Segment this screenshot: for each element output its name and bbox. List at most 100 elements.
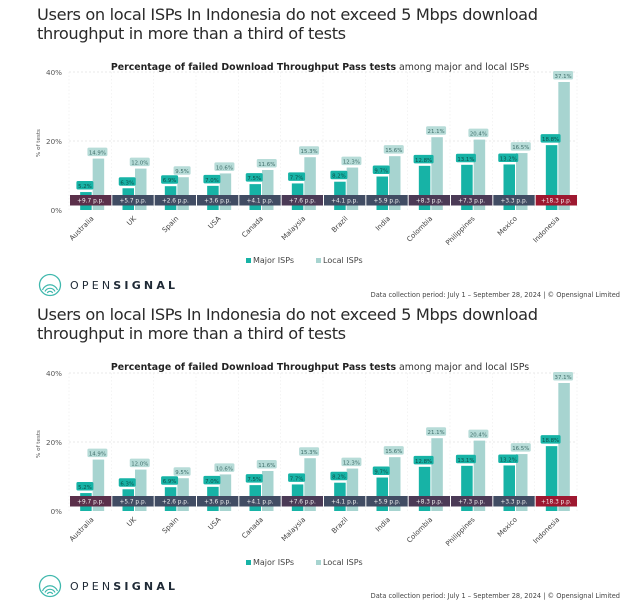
diff-cell-colombia: [408, 195, 450, 206]
diff-label: +4.1 p.p.: [331, 500, 358, 506]
diff-label: +5.7 p.p.: [120, 199, 147, 205]
data-collection-footer: Data collection period: July 1 – Septemb…: [370, 592, 620, 600]
data-label-bg-major: [413, 154, 434, 164]
opensignal-logo-icon: [38, 273, 62, 297]
data-label-major: 5.2%: [78, 184, 92, 190]
data-label-local: 12.0%: [131, 462, 148, 468]
bar-local-canada: [262, 169, 274, 210]
data-label-bg-major: [118, 177, 136, 186]
data-label-bg-major: [372, 165, 390, 175]
x-tick-label: Mexico: [496, 215, 519, 238]
x-tick-label: India: [374, 516, 392, 534]
data-label-local: 20.4%: [470, 433, 487, 439]
bar-local-usa: [219, 173, 232, 210]
data-label-local: 12.0%: [131, 161, 148, 167]
data-label-bg-local: [173, 166, 191, 175]
data-label-major: 18.8%: [542, 438, 559, 444]
data-label-local: 11.6%: [258, 162, 275, 168]
data-label-bg-local: [341, 457, 362, 467]
bar-local-india: [389, 156, 401, 210]
data-label-bg-local: [87, 448, 108, 458]
data-label-bg-local: [341, 156, 362, 166]
diff-label: +2.6 p.p.: [162, 500, 189, 506]
diff-cell-mexico: [493, 496, 535, 507]
diff-cell-indonesia: [535, 195, 577, 206]
data-label-local: 15.6%: [385, 148, 402, 154]
bar-local-uk: [135, 469, 147, 511]
x-tick-label: Spain: [161, 215, 180, 234]
bar-local-brazil: [346, 468, 359, 511]
x-tick-label: Australia: [68, 215, 96, 243]
x-tick-label: Canada: [240, 215, 264, 239]
data-label-bg-major: [330, 170, 348, 180]
y-tick-label: 20%: [46, 438, 62, 447]
data-label-major: 8.2%: [332, 174, 346, 180]
bar-major-indonesia: [545, 145, 558, 210]
legend-label-major: Major ISPs: [253, 558, 295, 567]
bar-local-indonesia: [558, 383, 570, 511]
diff-label: +18.3 p.p.: [541, 500, 572, 506]
diff-cell-australia: [70, 496, 112, 507]
legend-label-local: Local ISPs: [323, 558, 363, 567]
x-tick-label: India: [374, 215, 392, 233]
legend-swatch-local: [316, 560, 322, 565]
data-label-bg-major: [540, 134, 561, 143]
x-tick-label: Malaysia: [280, 215, 307, 242]
x-tick-label: Colombia: [405, 215, 434, 244]
data-label-major: 12.8%: [415, 158, 432, 164]
data-label-local: 11.6%: [258, 463, 275, 469]
diff-label: +3.6 p.p.: [204, 199, 231, 205]
y-axis-label: % of tests: [36, 129, 42, 157]
data-label-local: 21.1%: [428, 430, 445, 436]
data-label-major: 18.8%: [542, 137, 559, 143]
data-label-local: 9.5%: [175, 470, 189, 476]
bar-local-colombia: [431, 137, 443, 210]
legend-item-local: Local ISPs: [316, 256, 363, 265]
data-label-major: 13.1%: [457, 157, 474, 163]
y-axis-label: % of tests: [36, 430, 42, 458]
data-label-local: 37.1%: [555, 74, 572, 80]
legend-swatch-major: [246, 560, 251, 565]
diff-label: +2.6 p.p.: [162, 199, 189, 205]
data-label-local: 15.6%: [385, 449, 402, 455]
data-label-local: 14.9%: [89, 151, 106, 157]
bar-local-malaysia: [304, 157, 316, 210]
data-label-bg-local: [553, 372, 574, 381]
data-label-major: 13.2%: [500, 457, 517, 463]
diff-cell-brazil: [324, 195, 366, 206]
data-label-bg-major: [245, 474, 263, 483]
data-label-bg-major: [455, 454, 476, 464]
x-tick-label: Colombia: [405, 516, 434, 545]
data-label-bg-major: [203, 475, 221, 485]
data-label-major: 7.0%: [205, 178, 219, 184]
data-label-bg-local: [299, 447, 320, 456]
data-label-bg-local: [510, 142, 531, 151]
diff-cell-australia: [70, 195, 112, 206]
data-label-bg-major: [288, 172, 306, 181]
opensignal-logo-icon: [38, 574, 62, 598]
data-label-major: 9.7%: [374, 169, 388, 175]
diff-cell-malaysia: [281, 496, 323, 507]
data-label-local: 9.5%: [175, 169, 189, 175]
diff-cell-canada: [239, 195, 281, 206]
data-label-bg-local: [426, 126, 447, 135]
data-label-bg-major: [245, 173, 263, 182]
bar-chart: Percentage of failed Download Throughput…: [36, 362, 578, 548]
bar-major-colombia: [418, 466, 431, 511]
data-label-local: 14.9%: [89, 452, 106, 458]
legend-swatch-local: [316, 258, 322, 263]
data-label-bg-major: [498, 454, 519, 463]
diff-cell-india: [366, 195, 408, 206]
diff-cell-philippines: [451, 195, 493, 206]
bar-major-mexico: [503, 164, 515, 210]
legend: Major ISPs Local ISPs: [246, 558, 363, 567]
headline: Users on local ISPs In Indonesia do not …: [37, 5, 538, 43]
legend-swatch-major: [246, 258, 251, 263]
data-label-bg-local: [299, 146, 320, 155]
x-tick-label: Mexico: [496, 516, 519, 539]
data-label-major: 6.3%: [120, 180, 134, 186]
diff-label: +4.1 p.p.: [331, 199, 358, 205]
diff-cell-spain: [154, 496, 196, 507]
diff-label: +5.9 p.p.: [374, 199, 401, 205]
slide-panel-2: Users on local ISPs In Indonesia do not …: [0, 302, 640, 604]
